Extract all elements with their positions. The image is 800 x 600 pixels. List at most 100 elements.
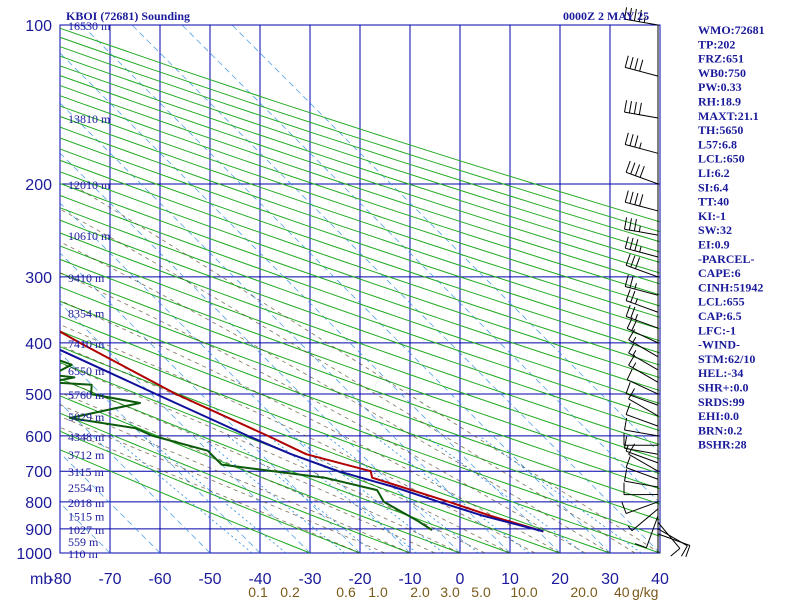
mixing-ratio-line: [325, 435, 479, 553]
temperature-tick-label: -20: [348, 571, 371, 588]
wind-barb: [625, 160, 659, 185]
wind-barb: [625, 456, 659, 480]
isotherm-line: [60, 152, 461, 553]
wind-barb: [623, 433, 659, 446]
pressure-tick-label: 400: [25, 336, 52, 353]
wind-barb: [628, 443, 659, 472]
dry-adiabat-line: [60, 330, 660, 553]
mixing-ratio-label: 5.0: [471, 584, 491, 600]
wind-barb: [634, 515, 659, 549]
wind-barb: [626, 317, 659, 344]
moist-adiabat-line: [60, 344, 511, 553]
isotherm-line: [60, 452, 161, 553]
wind-barb: [657, 533, 691, 557]
height-label: 3115 m: [68, 465, 105, 479]
wind-barb: [624, 132, 659, 154]
dry-adiabat-line: [60, 286, 660, 505]
isotherm-line: [60, 252, 361, 553]
moist-adiabat-line: [71, 183, 660, 553]
index-entry: FRZ:651: [698, 52, 744, 66]
mixing-ratio-label: 0.6: [336, 584, 356, 600]
dry-adiabat-line: [60, 95, 660, 296]
title-station: KBOI (72681) Sounding: [66, 9, 190, 23]
index-entry: EHI:0.0: [698, 409, 739, 423]
isotherm-line: [131, 25, 660, 553]
title-time: 0000Z 2 MAY 25: [563, 9, 649, 23]
wind-barb: [627, 508, 659, 532]
temperature-tick-label: -40: [248, 571, 271, 588]
index-entry: CAP:6.5: [698, 309, 742, 323]
dry-adiabat-line: [60, 395, 461, 553]
index-entry: LCL:655: [698, 295, 745, 309]
index-entry: TH:5650: [698, 123, 743, 137]
index-entry: L57:6.8: [698, 137, 737, 151]
wind-barb: [624, 469, 659, 488]
index-entry: WMO:72681: [698, 23, 765, 37]
pressure-tick-label: 700: [25, 464, 52, 481]
height-label: 9410 m: [68, 271, 105, 285]
height-label: 5760 m: [68, 388, 105, 402]
moist-adiabat-line: [60, 272, 586, 553]
mixing-ratio-line: [267, 435, 418, 553]
index-entry: SI:6.4: [698, 180, 728, 194]
height-label: 7410 m: [68, 337, 105, 351]
wind-barb: [624, 217, 659, 236]
temperature-tick-label: -80: [48, 571, 71, 588]
mixing-ratio-line: [143, 435, 287, 553]
mixing-ratio-line: [111, 435, 253, 553]
index-entry: MAXT:21.1: [698, 109, 759, 123]
pressure-tick-label: 300: [25, 270, 52, 287]
temperature-tick-label: 0: [456, 571, 465, 588]
dry-adiabat-line: [60, 412, 411, 553]
height-label: 559 m: [68, 535, 99, 549]
height-label: 12010 m: [68, 178, 111, 192]
mixing-ratio-label: 40: [614, 584, 630, 600]
index-entry: CAPE:6: [698, 266, 741, 280]
index-entry: HEL:-34: [698, 366, 743, 380]
dry-adiabat-line: [60, 105, 660, 307]
wind-barb: [624, 190, 659, 212]
height-label: 1515 m: [68, 510, 105, 524]
isotherm-line: [81, 25, 611, 553]
height-label: 10610 m: [68, 229, 111, 243]
dry-adiabat-line: [60, 207, 660, 418]
isotherm-line: [181, 25, 660, 504]
wind-barb: [626, 368, 659, 395]
isotherm-line: [60, 52, 561, 553]
stability-indices-panel: WMO:72681TP:202FRZ:651WB0:750PW:0.33RH:1…: [698, 23, 765, 452]
dewpoint-trace: [60, 359, 433, 531]
temperature-tick-label: -30: [298, 571, 321, 588]
wind-barb-profile: [621, 7, 691, 557]
wind-barb: [624, 100, 659, 119]
dry-adiabat-line: [60, 75, 660, 274]
dry-adiabat-line: [60, 430, 361, 553]
temperature-tick-label: -60: [148, 571, 171, 588]
height-label: 2018 m: [68, 496, 105, 510]
wind-barb: [625, 382, 659, 406]
mixing-ratio-line: [227, 435, 375, 553]
pressure-unit-label: mb: [30, 571, 52, 588]
temperature-tick-label: 40: [651, 571, 669, 588]
index-entry: STM:62/10: [698, 352, 755, 366]
pressure-tick-label: 800: [25, 495, 52, 512]
parcel-trace: [60, 348, 544, 533]
dry-adiabat-line: [60, 137, 660, 342]
pressure-tick-label: 500: [25, 387, 52, 404]
moist-adiabat-line: [60, 378, 461, 553]
height-label: 1027 m: [68, 523, 105, 537]
index-entry: TP:202: [698, 37, 735, 51]
wind-barb: [624, 236, 659, 258]
height-label: 13810 m: [68, 112, 111, 126]
sounding-traces: [60, 330, 544, 533]
temperature-tick-label: 10: [501, 571, 519, 588]
moist-adiabat-line: [60, 391, 436, 553]
index-entry: SW:32: [698, 223, 732, 237]
temperature-tick-label: -50: [198, 571, 221, 588]
dry-adiabat-line: [60, 449, 311, 553]
wind-barb: [624, 436, 659, 455]
index-entry: BRN:0.2: [698, 423, 742, 437]
wind-barb: [624, 55, 659, 77]
temperature-tick-label: 30: [601, 571, 619, 588]
index-entry: SRDS:99: [698, 395, 745, 409]
